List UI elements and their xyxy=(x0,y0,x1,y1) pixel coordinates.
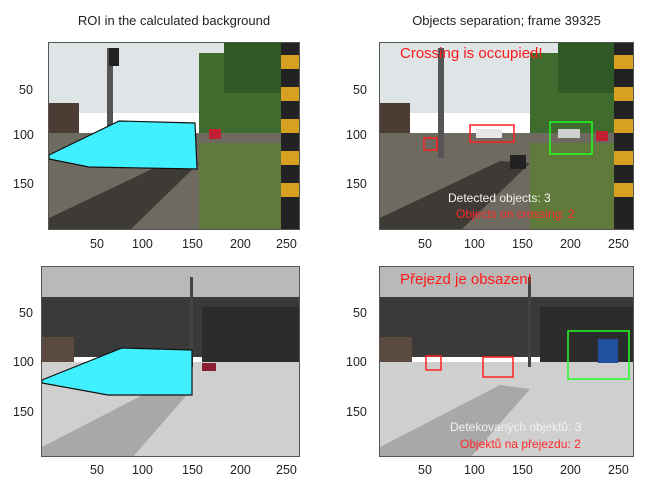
x-tick: 50 xyxy=(90,237,104,251)
x-tick: 50 xyxy=(418,463,432,477)
crossing-occupied-warning-cz: Přejezd je obsazen! xyxy=(400,271,532,288)
y-tick: 150 xyxy=(13,405,34,419)
x-tick: 50 xyxy=(90,463,104,477)
detected-objects-count: Detected objects: 3 xyxy=(448,191,551,205)
x-tick: 200 xyxy=(230,463,251,477)
x-tick: 150 xyxy=(512,463,533,477)
x-tick: 200 xyxy=(560,463,581,477)
x-tick: 100 xyxy=(132,463,153,477)
x-tick: 200 xyxy=(560,237,581,251)
y-tick: 100 xyxy=(13,355,34,369)
x-tick: 100 xyxy=(132,237,153,251)
x-tick: 150 xyxy=(182,463,203,477)
x-tick: 50 xyxy=(418,237,432,251)
objects-on-crossing-count-cz: Objektů na přejezdu: 2 xyxy=(460,437,581,451)
roi-winter-image xyxy=(41,266,300,457)
y-tick: 50 xyxy=(353,306,367,320)
y-tick: 50 xyxy=(353,83,367,97)
panel-title-roi: ROI in the calculated background xyxy=(48,13,300,28)
y-tick: 150 xyxy=(346,405,367,419)
x-tick: 200 xyxy=(230,237,251,251)
x-tick: 150 xyxy=(182,237,203,251)
y-tick: 50 xyxy=(19,83,33,97)
x-tick: 100 xyxy=(464,463,485,477)
y-tick: 100 xyxy=(346,355,367,369)
y-tick: 150 xyxy=(346,177,367,191)
y-tick: 100 xyxy=(13,128,34,142)
roi-background-image xyxy=(48,42,300,230)
x-tick: 250 xyxy=(276,463,297,477)
x-tick: 100 xyxy=(464,237,485,251)
x-tick: 250 xyxy=(608,237,629,251)
y-tick: 50 xyxy=(19,306,33,320)
x-tick: 250 xyxy=(276,237,297,251)
objects-on-crossing-count: Objects on crossing: 2 xyxy=(456,207,575,221)
crossing-occupied-warning: Crossing is occupied! xyxy=(400,45,543,62)
y-tick: 150 xyxy=(13,177,34,191)
panel-title-objects: Objects separation; frame 39325 xyxy=(379,13,634,28)
x-tick: 150 xyxy=(512,237,533,251)
detected-objects-count-cz: Detekovaných objektů: 3 xyxy=(450,420,581,434)
x-tick: 250 xyxy=(608,463,629,477)
y-tick: 100 xyxy=(346,128,367,142)
